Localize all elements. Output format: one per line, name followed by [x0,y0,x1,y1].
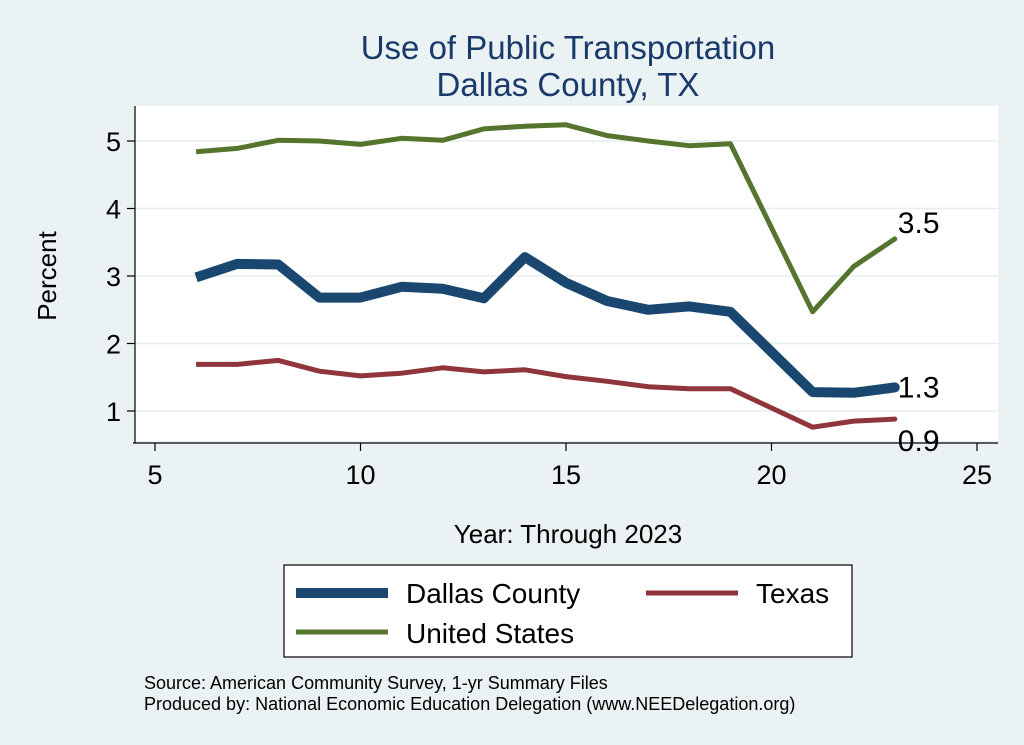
producer-note: Produced by: National Economic Education… [144,694,795,714]
source-note: Source: American Community Survey, 1-yr … [144,673,608,693]
y-tick-label: 5 [106,127,121,157]
series-end-point-dallas-county [889,382,900,393]
y-tick-label: 1 [106,397,121,427]
legend-box [283,564,853,658]
x-axis-label: Year: Through 2023 [454,519,682,549]
x-tick-label: 25 [962,460,992,490]
x-tick-label: 20 [756,460,786,490]
y-axis-ticks: 1 2 3 4 5 [106,127,135,427]
end-labels: 1.3 0.9 3.5 [898,207,940,458]
series-line-texas [196,357,895,430]
x-axis-ticks: 5 10 15 20 25 [147,443,992,490]
legend: Dallas County Texas United States [283,564,853,658]
series-end-point-texas [892,416,898,422]
end-label-united-states: 3.5 [898,207,940,240]
series-end-point-united-states [892,236,898,242]
x-tick-label: 5 [147,460,162,490]
series-line-dallas-county [194,252,896,398]
series-lines [194,122,900,430]
legend-label-dallas-county: Dallas County [406,578,580,609]
end-label-texas: 0.9 [898,425,940,458]
end-label-dallas-county: 1.3 [898,371,940,404]
chart-title: Use of Public Transportation [361,29,776,66]
y-axis-label: Percent [32,230,62,320]
legend-label-texas: Texas [756,578,829,609]
y-tick-label: 3 [106,262,121,292]
y-tick-label: 2 [106,330,121,360]
y-tick-label: 4 [106,195,121,225]
series-line-united-states [195,122,897,315]
chart-subtitle: Dallas County, TX [437,66,700,103]
legend-label-united-states: United States [406,618,574,649]
plot-area [135,106,998,441]
x-tick-label: 10 [345,460,375,490]
x-tick-label: 15 [551,460,581,490]
